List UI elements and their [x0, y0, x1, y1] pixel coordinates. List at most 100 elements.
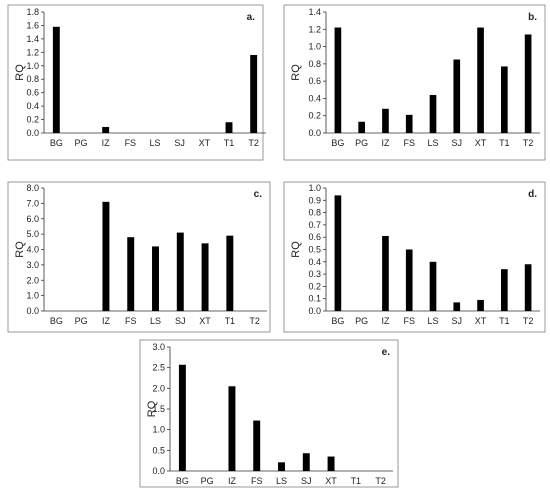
bar-bg	[52, 26, 60, 134]
chart-panel: 0.0 0.5 1.0 1.5 2.0 2.5 3.0 RQ BG PG IZ FS LS SJ XT T1 T…	[139, 339, 399, 488]
panel-frame	[283, 4, 546, 161]
x-tick-label: XT	[199, 138, 211, 148]
y-tick-label: 0.0	[308, 306, 321, 316]
panel-frame	[139, 339, 399, 488]
x-tick-label: PG	[201, 476, 214, 486]
bar-bg	[334, 27, 342, 133]
y-tick-label: 1.0	[26, 291, 39, 301]
y-tick-label: 1.2	[26, 47, 39, 57]
x-tick-label: T1	[351, 476, 362, 486]
y-tick-label: 0.9	[308, 195, 321, 205]
x-tick-label: XT	[325, 476, 337, 486]
bar-pg	[358, 121, 365, 133]
y-tick-label: 0.4	[26, 101, 39, 111]
y-tick-label: 1.0	[152, 425, 165, 435]
bar-t1	[501, 269, 508, 311]
bar-iz	[382, 235, 389, 311]
x-tick-label: T1	[225, 316, 236, 326]
chart-panel: 0.0 0.1 0.2 0.3 0.4 0.5 0.6 0.7 0.8 0.9 1.0 RQ BG PG I…	[283, 181, 546, 333]
y-tick-label: 1.6	[26, 20, 39, 30]
x-tick-label: T2	[523, 316, 534, 326]
x-tick-label: LS	[149, 138, 160, 148]
x-tick-label: LS	[150, 316, 161, 326]
bar-ls	[278, 462, 285, 471]
x-tick-label: FS	[251, 476, 263, 486]
y-tick-label: 1.4	[26, 34, 39, 44]
bar-xt	[201, 243, 209, 311]
x-tick-label: FS	[125, 138, 137, 148]
y-tick-label: 2.0	[26, 275, 39, 285]
panel-frame	[7, 4, 264, 161]
panel-frame	[283, 181, 546, 333]
y-tick-label: 3.0	[152, 342, 165, 352]
bar-fs	[405, 249, 413, 311]
bar-t2	[524, 264, 532, 311]
x-tick-label: T1	[224, 138, 235, 148]
bar-iz	[228, 386, 236, 471]
x-tick-label: T1	[499, 316, 510, 326]
panel-label: e.	[382, 347, 391, 358]
y-tick-label: 5.0	[26, 229, 39, 239]
y-tick-label: 2.5	[152, 363, 165, 373]
y-tick-label: 7.0	[26, 198, 39, 208]
chart-panel: 0.0 0.2 0.4 0.6 0.8 1.0 1.2 1.4 1.6 1.8 RQ BG PG IZ FS…	[7, 4, 266, 161]
x-tick-label: LS	[427, 316, 438, 326]
bar-sj	[453, 59, 461, 133]
x-tick-label: XT	[475, 138, 487, 148]
y-tick-label: 8.0	[26, 183, 39, 193]
x-tick-label: LS	[276, 476, 287, 486]
y-tick-label: 1.2	[308, 24, 321, 34]
y-tick-label: 0.0	[26, 306, 39, 316]
bar-bg	[334, 195, 342, 311]
x-tick-label: XT	[199, 316, 211, 326]
y-tick-label: 1.4	[308, 7, 321, 17]
bar-iz	[382, 108, 389, 133]
y-axis-label: RQ	[14, 241, 26, 258]
y-tick-label: 0.3	[308, 269, 321, 279]
y-tick-label: 0.5	[152, 445, 165, 455]
bar-fs	[405, 114, 413, 133]
y-axis-label: RQ	[290, 241, 302, 258]
bar-t1	[225, 122, 233, 133]
panel-label: a.	[247, 12, 256, 23]
chart-panel: 0.0 1.0 2.0 3.0 4.0 5.0 6.0 7.0 8.0 RQ BG PG IZ FS LS S…	[7, 181, 271, 333]
y-tick-label: 6.0	[26, 214, 39, 224]
y-tick-label: 1.8	[26, 7, 39, 17]
bar-ls	[429, 261, 437, 311]
x-tick-label: PG	[355, 138, 368, 148]
y-tick-label: 0.6	[26, 88, 39, 98]
x-tick-label: PG	[75, 316, 88, 326]
y-tick-label: 1.5	[152, 404, 165, 414]
panel-label: b.	[528, 12, 537, 23]
bar-iz	[102, 201, 110, 311]
x-tick-label: T2	[248, 138, 259, 148]
y-tick-label: 3.0	[26, 260, 39, 270]
x-tick-label: BG	[331, 138, 344, 148]
y-tick-label: 0.2	[308, 281, 321, 291]
y-tick-label: 1.0	[308, 42, 321, 52]
x-tick-label: FS	[125, 316, 137, 326]
y-tick-label: 0.0	[26, 128, 39, 138]
y-tick-label: 0.4	[308, 257, 321, 267]
y-tick-label: 0.6	[308, 76, 321, 86]
x-tick-label: T2	[523, 138, 534, 148]
x-tick-label: SJ	[175, 316, 186, 326]
x-tick-label: FS	[403, 316, 415, 326]
y-tick-label: 0.4	[308, 93, 321, 103]
y-tick-label: 1.0	[26, 61, 39, 71]
bar-fs	[253, 420, 261, 471]
y-tick-label: 0.8	[26, 74, 39, 84]
x-tick-label: XT	[475, 316, 487, 326]
y-axis-label: RQ	[14, 64, 26, 81]
bar-sj	[453, 302, 461, 311]
bar-t1	[226, 235, 234, 311]
bar-ls	[429, 94, 437, 133]
x-tick-label: IZ	[102, 316, 111, 326]
x-tick-label: PG	[74, 138, 87, 148]
y-tick-label: 0.2	[26, 115, 39, 125]
y-tick-label: 0.6	[308, 232, 321, 242]
y-tick-label: 0.1	[308, 294, 321, 304]
panel-label: d.	[528, 189, 537, 200]
x-tick-label: BG	[50, 316, 63, 326]
x-tick-label: BG	[50, 138, 63, 148]
